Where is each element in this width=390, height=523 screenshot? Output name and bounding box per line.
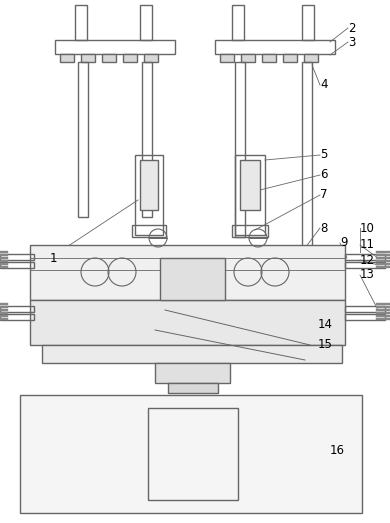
Text: 16: 16 [330, 444, 345, 457]
Bar [376, 251, 390, 253]
Bar [20, 395, 362, 513]
Bar [376, 303, 390, 305]
Bar [345, 314, 385, 320]
Bar [0, 260, 8, 262]
Text: 5: 5 [320, 149, 327, 162]
Bar [155, 363, 230, 383]
Bar [0, 306, 8, 308]
Bar [376, 263, 390, 265]
Bar [0, 254, 8, 256]
Bar [232, 225, 268, 237]
Text: 3: 3 [348, 36, 355, 49]
Bar [235, 155, 265, 235]
Bar [81, 54, 95, 62]
Bar [376, 257, 390, 259]
Text: 11: 11 [360, 238, 375, 252]
Bar [60, 54, 74, 62]
Bar [140, 5, 152, 40]
Bar [376, 309, 390, 311]
Bar [283, 54, 297, 62]
Text: 6: 6 [320, 168, 328, 181]
Bar [0, 263, 8, 265]
Text: 4: 4 [320, 78, 328, 92]
Text: 14: 14 [318, 319, 333, 332]
Bar [0, 251, 8, 253]
Bar [235, 62, 245, 237]
Bar [376, 260, 390, 262]
Text: 1: 1 [50, 252, 57, 265]
Bar [75, 5, 87, 40]
Bar [0, 314, 34, 320]
Bar [55, 40, 175, 54]
Bar [376, 318, 390, 320]
Bar [345, 262, 385, 268]
Text: 7: 7 [320, 188, 328, 201]
Bar [30, 245, 345, 300]
Bar [0, 309, 8, 311]
Bar [168, 383, 218, 393]
Bar [78, 62, 88, 217]
Bar [0, 257, 8, 259]
Bar [376, 306, 390, 308]
Bar [0, 315, 8, 317]
Bar [232, 5, 244, 40]
Bar [345, 306, 385, 312]
Bar [376, 266, 390, 268]
Bar [220, 54, 234, 62]
Bar [376, 312, 390, 314]
Bar [0, 306, 34, 312]
Bar [142, 62, 152, 217]
Text: 15: 15 [318, 338, 333, 351]
Text: 2: 2 [348, 21, 356, 35]
Bar [302, 5, 314, 40]
Text: 9: 9 [340, 236, 347, 249]
Bar [304, 54, 318, 62]
Text: 12: 12 [360, 254, 375, 267]
Bar [262, 54, 276, 62]
Bar [123, 54, 137, 62]
Bar [148, 408, 238, 500]
Bar [102, 54, 116, 62]
Bar [132, 225, 166, 237]
Text: 10: 10 [360, 222, 375, 234]
Bar [241, 54, 255, 62]
Bar [160, 258, 225, 300]
Text: 13: 13 [360, 268, 375, 281]
Bar [376, 315, 390, 317]
Bar [215, 40, 335, 54]
Bar [140, 160, 158, 210]
Bar [0, 266, 8, 268]
Bar [345, 254, 385, 260]
Bar [0, 303, 8, 305]
Bar [0, 312, 8, 314]
Bar [42, 345, 342, 363]
Bar [302, 62, 312, 252]
Bar [30, 300, 345, 345]
Bar [376, 254, 390, 256]
Bar [0, 318, 8, 320]
Bar [135, 155, 163, 235]
Bar [0, 262, 34, 268]
Bar [0, 254, 34, 260]
Text: 8: 8 [320, 222, 327, 234]
Bar [144, 54, 158, 62]
Bar [240, 160, 260, 210]
